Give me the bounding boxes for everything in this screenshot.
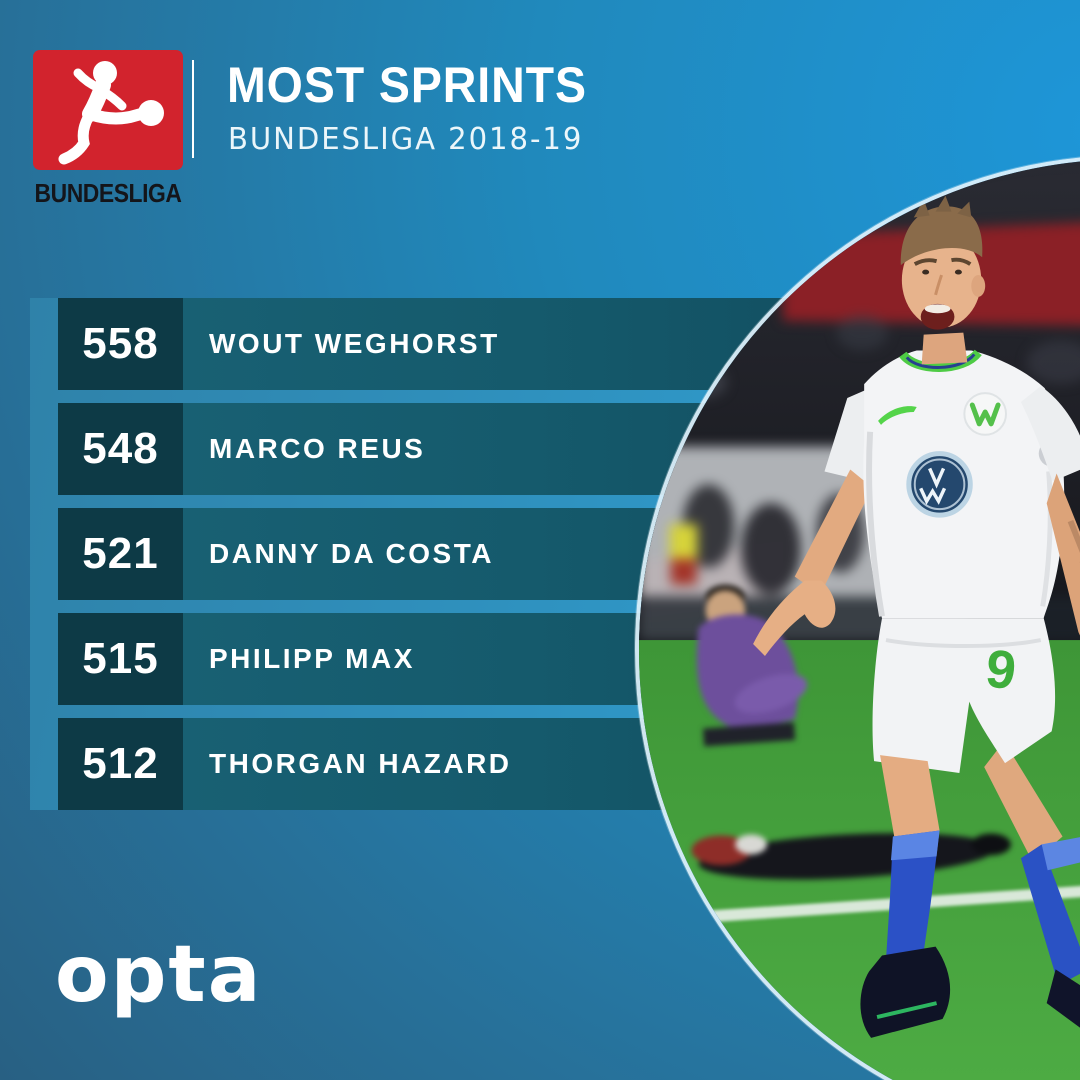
player-photo: 9 bbox=[635, 155, 1080, 1080]
opta-logo: opta bbox=[55, 930, 263, 1020]
bundesliga-player-icon bbox=[58, 61, 164, 165]
bundesliga-logo bbox=[33, 50, 183, 170]
sprint-count: 521 bbox=[58, 508, 183, 600]
header-divider bbox=[192, 60, 194, 158]
sprint-count: 558 bbox=[58, 298, 183, 390]
sprint-count: 548 bbox=[58, 403, 183, 495]
bundesliga-wordmark: BUNDESLIGA bbox=[34, 178, 182, 208]
page-subtitle: BUNDESLIGA 2018-19 bbox=[228, 122, 584, 157]
page-title: MOST SPRINTS bbox=[227, 57, 587, 113]
sprint-count: 515 bbox=[58, 613, 183, 705]
sprint-count: 512 bbox=[58, 718, 183, 810]
